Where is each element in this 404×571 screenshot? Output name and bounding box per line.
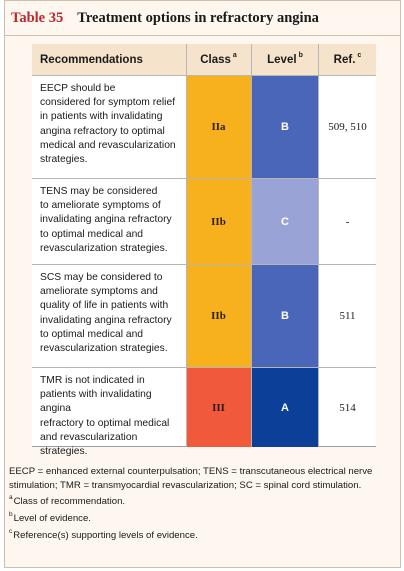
table-number: Table 35 [11,9,64,26]
table-row: EECP should be considered for symptom re… [32,75,376,178]
header-recommendations: Recommendations [40,44,190,75]
header-ref: Ref. c [319,44,376,75]
footnote-c: cReference(s) supporting levels of evide… [9,526,395,543]
recommendation-text: TMR is not indicated in patients with in… [40,375,170,458]
header-class: Class a [186,44,251,75]
footnote-mark: b [9,510,13,518]
class-cell: IIb [186,179,251,264]
ref-cell: 511 [339,310,356,322]
ref-cell: 509, 510 [328,121,367,133]
table-frame: Table 35 Treatment options in refractory… [4,0,401,568]
class-cell: IIa [186,76,251,178]
level-cell: B [252,76,318,178]
column-divider [186,44,187,447]
recommendation-text: SCS may be considered to ameliorate symp… [40,272,172,355]
header-level: Level b [252,44,318,75]
table-header-row: Recommendations Class a Level b Ref. c [32,44,376,75]
level-cell: C [252,179,318,264]
ref-cell: - [345,215,350,228]
table-row: TMR is not indicated in patients with in… [32,367,376,457]
table-row: SCS may be considered to ameliorate symp… [32,264,376,367]
footnote-mark: c [9,527,13,535]
title-divider [5,35,400,36]
header-ref-footnote-mark: c [357,52,362,59]
footnote-text: Level of evidence. [13,513,91,525]
table-title-bar: Table 35 Treatment options in refractory… [5,1,400,35]
level-cell: B [252,265,318,367]
column-divider [251,44,252,447]
recommendation-text: TENS may be considered to ameliorate sym… [40,186,172,254]
abbreviations-note: EECP = enhanced external counterpulsatio… [9,466,373,491]
column-divider [318,44,319,447]
ref-cell: 514 [339,401,356,414]
table-title: Treatment options in refractory angina [77,9,319,26]
level-cell: A [252,368,318,447]
header-level-footnote-mark: b [298,52,303,59]
recommendations-table: Recommendations Class a Level b Ref. c EECP… [32,44,376,457]
footnote-text: Reference(s) supporting levels of eviden… [13,529,198,541]
table-footnotes: EECP = enhanced external counterpulsatio… [9,465,395,543]
header-level-label: Level [267,53,297,66]
footnote-text: Class of recommendation. [13,496,126,508]
header-ref-label: Ref. [333,53,356,66]
header-recommendations-label: Recommendations [40,53,143,66]
footnote-b: bLevel of evidence. [9,509,395,526]
header-class-label: Class [200,53,231,66]
header-class-footnote-mark: a [232,52,237,59]
class-cell: III [186,368,251,447]
class-cell: IIb [186,265,251,367]
recommendation-text: EECP should be considered for symptom re… [40,83,176,166]
footnote-mark: a [9,494,13,502]
footnote-a: aClass of recommendation. [9,492,395,509]
table-row: TENS may be considered to ameliorate sym… [32,178,376,264]
